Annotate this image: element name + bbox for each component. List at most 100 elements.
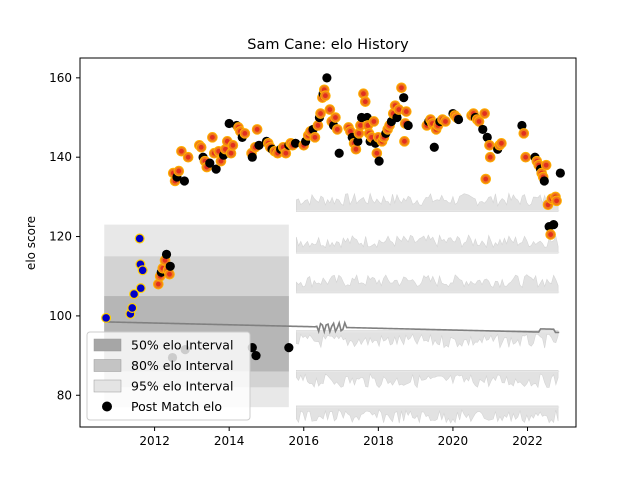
post-match-marker-core [371,119,377,124]
post-match-point [440,116,451,127]
legend-label: 50% elo Interval [131,338,233,353]
legend-swatch [93,359,122,372]
post-match-marker-blue [101,312,112,323]
post-match-point [179,176,190,186]
post-match-point [239,128,251,139]
post-match-point [350,143,362,155]
y-tick-label: 80 [57,388,72,402]
post-match-marker-core [554,198,560,204]
post-match-marker-core [230,142,236,148]
x-tick-label: 2012 [139,434,170,448]
post-match-marker [254,140,264,150]
post-match-marker [224,118,234,129]
post-match-marker-core [155,281,161,287]
post-match-marker-core [312,134,318,140]
post-match-marker-core [523,154,529,160]
post-match-marker-blue [135,283,146,294]
post-match-point [137,265,148,276]
legend-marker [102,401,112,412]
post-match-marker [251,350,261,361]
post-match-marker [478,124,488,135]
post-match-point [205,158,215,168]
post-match-point [290,138,301,148]
post-match-marker-core [162,257,168,263]
x-tick-label: 2022 [512,434,543,448]
legend-box [86,331,251,421]
legend-swatch [93,338,122,352]
post-match-marker-core [483,176,489,182]
post-match-marker-core [318,111,323,116]
y-tick-label: 160 [49,71,72,85]
post-match-point [429,142,439,152]
post-match-point [312,120,324,131]
post-match-point [401,106,412,117]
post-match-marker-core [443,119,448,124]
post-match-point [207,132,218,143]
post-match-marker-core [361,91,366,97]
post-match-point [284,343,294,353]
post-match-point [247,152,257,162]
post-match-marker-core [333,115,338,120]
post-match-point [392,112,402,123]
post-match-marker-core [347,129,353,134]
post-match-marker-core [322,93,328,99]
post-match-marker-core [358,123,363,128]
post-match-marker-core [209,134,215,140]
post-match-marker-core [362,99,368,105]
post-match-point [545,229,556,240]
post-match-marker [211,164,221,174]
post-match-marker [165,261,175,271]
post-match-marker [247,152,257,162]
legend: 50% elo Interval 80% elo Interval 95% elo … [86,331,251,421]
post-match-point [551,195,562,207]
post-match-marker [555,168,565,178]
legend-label: Post Match elo [131,399,222,414]
post-match-marker-core [185,154,191,160]
post-match-marker-core [254,127,260,132]
post-match-marker [179,176,190,186]
post-match-point [173,165,185,177]
post-match-marker-core [283,150,289,156]
post-match-point [320,90,331,101]
ghost-band-0 [296,192,559,212]
post-match-marker [290,138,301,148]
post-match-point [396,82,407,94]
post-match-point [127,302,138,313]
post-match-marker [334,148,344,158]
post-match-marker-core [374,150,380,156]
post-match-marker-core [218,158,224,164]
chart-title: Sam Cane: elo History [247,37,409,53]
post-match-point [399,136,410,147]
post-match-point [227,139,239,151]
post-match-marker [482,132,492,142]
post-match-marker [322,73,332,83]
plot-inner [101,73,565,424]
post-match-marker [429,142,439,152]
post-match-marker-core [198,144,204,150]
axes-frame [79,57,577,428]
post-match-point [368,116,380,127]
post-match-point [334,148,344,158]
post-match-point [195,141,207,153]
post-match-point [161,249,172,260]
post-match-point [453,114,464,125]
post-match-point [399,93,409,103]
post-match-marker-blue [129,289,140,300]
post-match-point [359,96,371,107]
post-match-point [484,139,495,151]
post-match-marker [353,136,363,146]
post-match-point [176,145,187,157]
post-match-point [332,124,343,135]
post-match-marker [205,158,215,168]
post-match-point [251,124,263,135]
post-match-marker [399,93,409,103]
post-match-point [371,147,383,159]
post-match-marker-core [356,130,362,136]
post-match-point [549,220,559,230]
post-match-point [324,104,336,115]
post-match-point [539,176,549,186]
y-tick-label: 120 [49,230,72,244]
post-match-marker-core [179,148,184,154]
x-tick-label: 2014 [214,434,245,448]
